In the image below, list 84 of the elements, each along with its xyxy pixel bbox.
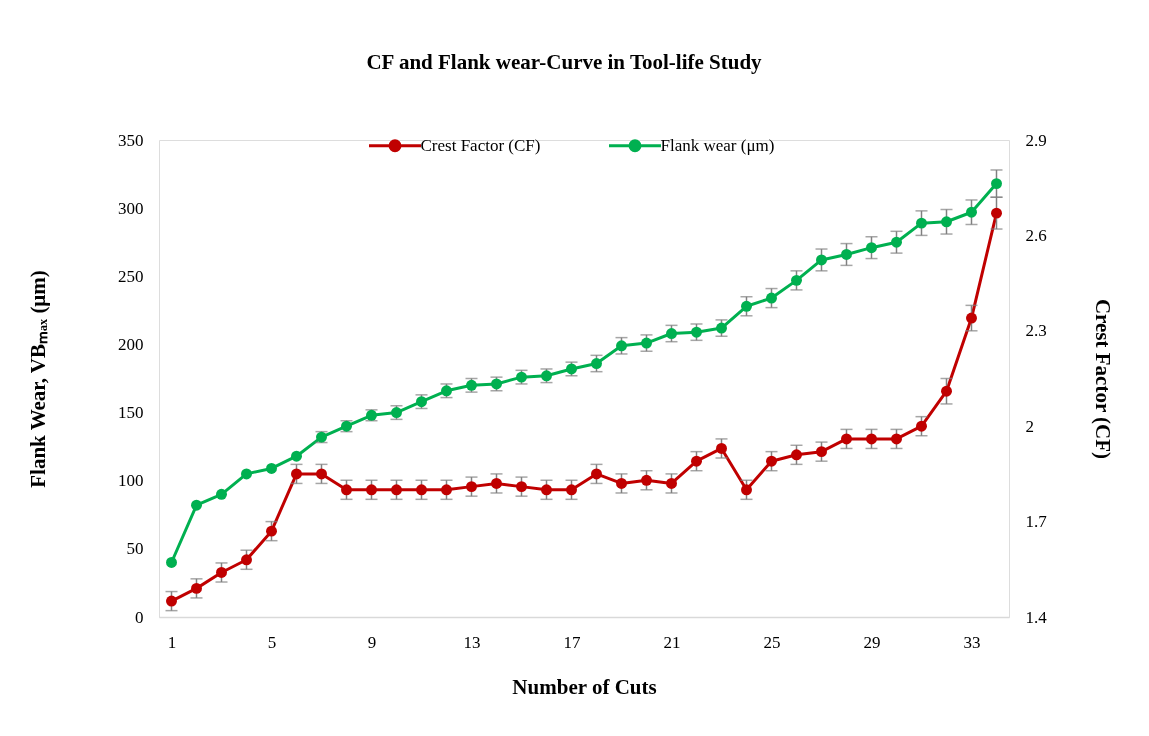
point: [691, 455, 702, 467]
y2-tick-label: 2.9: [1025, 130, 1047, 150]
point: [541, 484, 552, 496]
point: [641, 474, 652, 486]
point: [566, 484, 577, 496]
point: [591, 468, 602, 480]
point: [916, 420, 927, 432]
point: [666, 328, 677, 339]
point: [816, 446, 827, 458]
point: [241, 554, 252, 566]
legend-label: Crest Factor (CF): [420, 135, 541, 155]
point: [941, 385, 952, 397]
x-tick-label: 29: [863, 632, 881, 652]
y-tick-label: 300: [118, 198, 144, 218]
x-tick-label: 1: [167, 632, 177, 652]
point: [866, 242, 877, 254]
point: [491, 477, 502, 489]
x-tick-label: 5: [267, 632, 277, 652]
point: [316, 468, 327, 480]
y2-tick-label: 2.3: [1025, 321, 1047, 341]
point: [441, 484, 452, 496]
y-tick-label: 350: [118, 130, 144, 150]
legend-label: Flank wear (μm): [660, 135, 775, 155]
point: [666, 477, 677, 489]
point: [291, 468, 302, 480]
x-axis-title: Number of Cuts: [512, 674, 657, 699]
point: [791, 274, 802, 286]
point: [791, 449, 802, 461]
point: [216, 567, 227, 578]
y-tick-label: 0: [135, 607, 144, 627]
point: [241, 468, 252, 480]
point: [916, 217, 927, 229]
point: [216, 488, 227, 500]
chart-title: CF and Flank wear-Curve in Tool-life Study: [366, 50, 763, 74]
y2-tick-label: 1.7: [1025, 512, 1048, 532]
x-tick-label: 13: [463, 632, 481, 652]
point: [941, 216, 952, 228]
x-tick-label: 33: [963, 632, 981, 652]
x-tick-label: 25: [763, 632, 781, 652]
y-tick-label: 100: [118, 471, 144, 491]
point: [616, 477, 627, 489]
point: [191, 499, 202, 511]
point: [591, 358, 602, 369]
y2-tick-label: 2.6: [1025, 225, 1047, 245]
point: [266, 525, 277, 537]
y2-axis-title: Crest Factor (CF): [1090, 298, 1115, 460]
y-tick-label: 150: [118, 403, 144, 423]
point: [891, 236, 902, 248]
point: [616, 340, 627, 352]
y-tick-label: 200: [118, 334, 144, 354]
point: [991, 178, 1002, 190]
y-axis-title: Flank Wear, VBₘₐₓ (μm): [26, 270, 50, 488]
point: [891, 433, 902, 445]
y2-tick-label: 2: [1025, 416, 1034, 436]
y2-tick-label: 1.4: [1025, 607, 1048, 627]
point: [716, 442, 727, 454]
point: [516, 481, 527, 493]
point: [766, 292, 777, 304]
x-tick-label: 9: [367, 632, 377, 652]
point: [166, 595, 177, 607]
point: [991, 207, 1002, 219]
point: [766, 455, 777, 467]
point: [741, 300, 752, 312]
point: [191, 582, 202, 594]
point: [841, 433, 852, 445]
point: [741, 484, 752, 496]
point: [866, 433, 877, 445]
point: [166, 557, 177, 568]
x-tick-label: 21: [663, 632, 681, 652]
point: [291, 450, 302, 462]
point: [691, 326, 702, 338]
point: [966, 312, 977, 324]
point: [366, 484, 377, 496]
point: [391, 484, 402, 496]
y-tick-label: 50: [126, 539, 144, 559]
point: [416, 484, 427, 496]
x-tick-label: 17: [563, 632, 581, 652]
point: [341, 484, 352, 496]
point: [841, 249, 852, 260]
point: [966, 206, 977, 218]
point: [816, 254, 827, 266]
point: [466, 481, 477, 493]
y-tick-label: 250: [118, 266, 144, 286]
point: [266, 462, 277, 474]
